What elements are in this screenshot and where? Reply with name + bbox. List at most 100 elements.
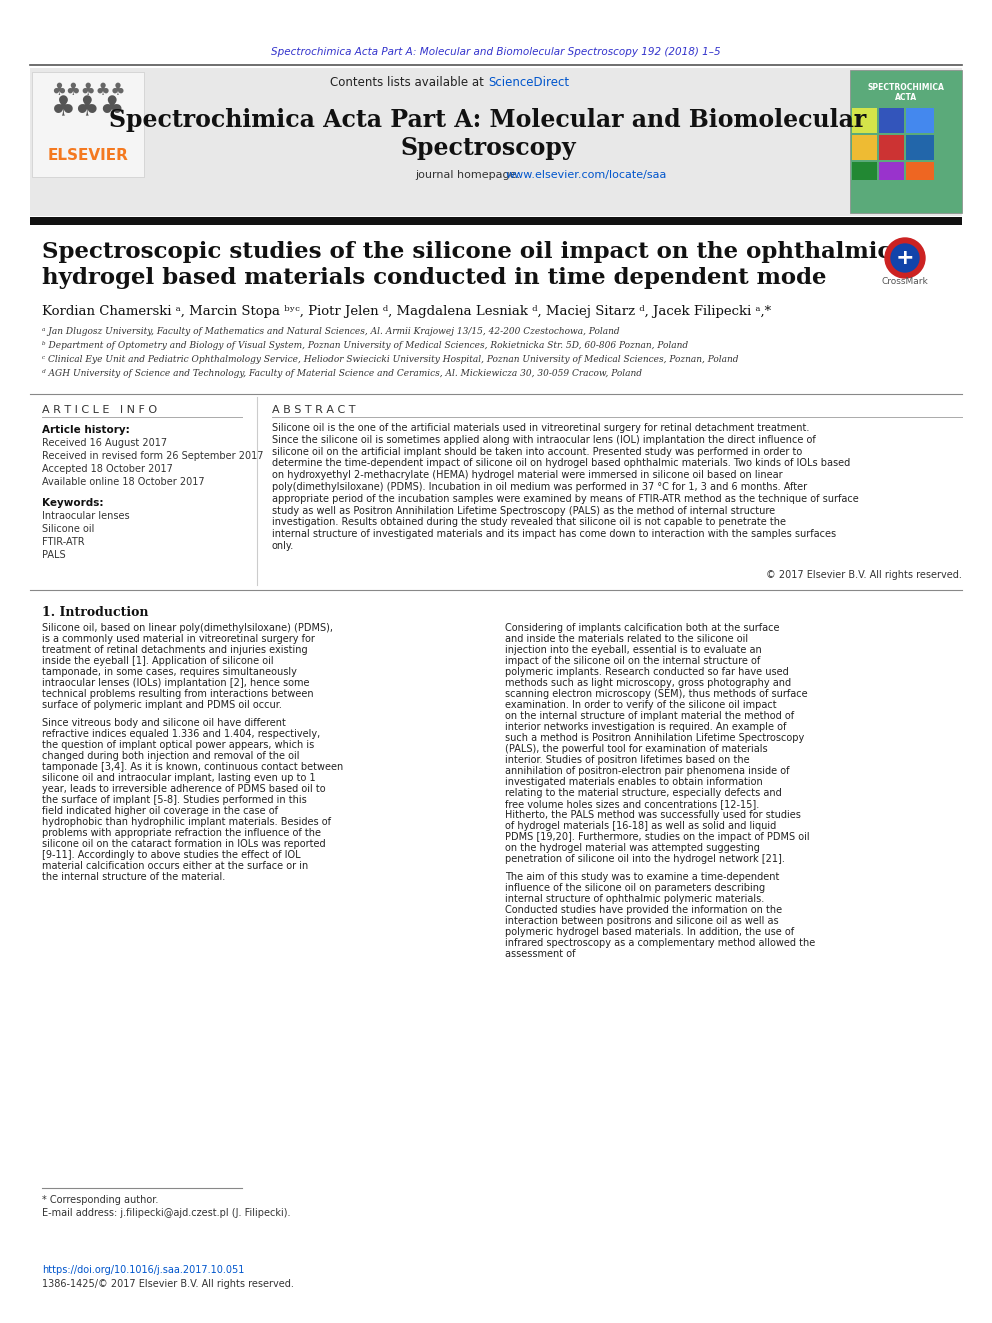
Text: Received in revised form 26 September 2017: Received in revised form 26 September 20… (42, 451, 264, 460)
Text: ♣♣♣: ♣♣♣ (51, 94, 125, 122)
Text: * Corresponding author.: * Corresponding author. (42, 1195, 159, 1205)
Text: the internal structure of the material.: the internal structure of the material. (42, 872, 225, 881)
Text: polymeric implants. Research conducted so far have used: polymeric implants. Research conducted s… (505, 667, 789, 677)
Text: the surface of implant [5-8]. Studies performed in this: the surface of implant [5-8]. Studies pe… (42, 795, 307, 804)
Text: CrossMark: CrossMark (882, 278, 929, 287)
Text: Since vitreous body and silicone oil have different: Since vitreous body and silicone oil hav… (42, 717, 286, 728)
Text: silicone oil on the cataract formation in IOLs was reported: silicone oil on the cataract formation i… (42, 839, 325, 848)
Text: Available online 18 October 2017: Available online 18 October 2017 (42, 478, 204, 487)
Text: Spectroscopy: Spectroscopy (400, 136, 575, 160)
FancyBboxPatch shape (32, 71, 144, 177)
Text: technical problems resulting from interactions between: technical problems resulting from intera… (42, 689, 313, 699)
Text: ᵈ AGH University of Science and Technology, Faculty of Material Science and Cera: ᵈ AGH University of Science and Technolo… (42, 369, 642, 378)
Text: 1. Introduction: 1. Introduction (42, 606, 149, 618)
Text: SPECTROCHIMICA: SPECTROCHIMICA (868, 83, 944, 93)
Text: material calcification occurs either at the surface or in: material calcification occurs either at … (42, 860, 309, 871)
Text: silicone oil on the artificial implant should be taken into account. Presented s: silicone oil on the artificial implant s… (272, 447, 803, 456)
Text: hydrophobic than hydrophilic implant materials. Besides of: hydrophobic than hydrophilic implant mat… (42, 816, 331, 827)
Text: year, leads to irreversible adherence of PDMS based oil to: year, leads to irreversible adherence of… (42, 783, 325, 794)
Text: examination. In order to verify of the silicone oil impact: examination. In order to verify of the s… (505, 700, 777, 710)
Text: infrared spectroscopy as a complementary method allowed the: infrared spectroscopy as a complementary… (505, 938, 815, 947)
Text: [9-11]. Accordingly to above studies the effect of IOL: [9-11]. Accordingly to above studies the… (42, 849, 301, 860)
Text: changed during both injection and removal of the oil: changed during both injection and remova… (42, 750, 300, 761)
Text: polymeric hydrogel based materials. In addition, the use of: polymeric hydrogel based materials. In a… (505, 926, 795, 937)
Text: intraocular lenses (IOLs) implantation [2], hence some: intraocular lenses (IOLs) implantation [… (42, 677, 310, 688)
Text: Keywords:: Keywords: (42, 497, 103, 508)
Text: only.: only. (272, 541, 295, 550)
Text: 1386-1425/© 2017 Elsevier B.V. All rights reserved.: 1386-1425/© 2017 Elsevier B.V. All right… (42, 1279, 294, 1289)
Text: such a method is Positron Annihilation Lifetime Spectroscopy: such a method is Positron Annihilation L… (505, 733, 805, 744)
FancyBboxPatch shape (906, 135, 934, 160)
Text: The aim of this study was to examine a time-dependent: The aim of this study was to examine a t… (505, 872, 780, 881)
Text: Intraocular lenses: Intraocular lenses (42, 511, 130, 521)
FancyBboxPatch shape (879, 161, 904, 180)
FancyBboxPatch shape (850, 70, 962, 213)
Text: silicone oil and intraocular implant, lasting even up to 1: silicone oil and intraocular implant, la… (42, 773, 315, 783)
Text: ACTA: ACTA (895, 93, 917, 102)
Text: impact of the silicone oil on the internal structure of: impact of the silicone oil on the intern… (505, 656, 760, 665)
Text: https://doi.org/10.1016/j.saa.2017.10.051: https://doi.org/10.1016/j.saa.2017.10.05… (42, 1265, 244, 1275)
Text: relating to the material structure, especially defects and: relating to the material structure, espe… (505, 789, 782, 798)
Text: and inside the materials related to the silicone oil: and inside the materials related to the … (505, 634, 748, 644)
Text: Accepted 18 October 2017: Accepted 18 October 2017 (42, 464, 173, 474)
Text: Silicone oil: Silicone oil (42, 524, 94, 534)
Text: Received 16 August 2017: Received 16 August 2017 (42, 438, 167, 448)
Text: investigation. Results obtained during the study revealed that silicone oil is n: investigation. Results obtained during t… (272, 517, 786, 528)
Text: treatment of retinal detachments and injuries existing: treatment of retinal detachments and inj… (42, 646, 308, 655)
Text: Spectrochimica Acta Part A: Molecular and Biomolecular: Spectrochimica Acta Part A: Molecular an… (109, 108, 867, 132)
Text: Hitherto, the PALS method was successfully used for studies: Hitherto, the PALS method was successful… (505, 810, 801, 820)
FancyBboxPatch shape (879, 108, 904, 134)
Text: Spectrochimica Acta Part A: Molecular and Biomolecular Spectroscopy 192 (2018) 1: Spectrochimica Acta Part A: Molecular an… (271, 48, 721, 57)
Text: Silicone oil, based on linear poly(dimethylsiloxane) (PDMS),: Silicone oil, based on linear poly(dimet… (42, 623, 333, 632)
Text: internal structure of ophthalmic polymeric materials.: internal structure of ophthalmic polymer… (505, 893, 764, 904)
Text: ᵇ Department of Optometry and Biology of Visual System, Poznan University of Med: ᵇ Department of Optometry and Biology of… (42, 341, 688, 351)
Text: study as well as Positron Annihilation Lifetime Spectroscopy (PALS) as the metho: study as well as Positron Annihilation L… (272, 505, 775, 516)
Text: Since the silicone oil is sometimes applied along with intraocular lens (IOL) im: Since the silicone oil is sometimes appl… (272, 435, 815, 445)
FancyBboxPatch shape (852, 161, 877, 180)
FancyBboxPatch shape (30, 67, 962, 216)
Text: © 2017 Elsevier B.V. All rights reserved.: © 2017 Elsevier B.V. All rights reserved… (766, 570, 962, 579)
Text: Article history:: Article history: (42, 425, 130, 435)
Text: interior. Studies of positron lifetimes based on the: interior. Studies of positron lifetimes … (505, 755, 750, 765)
Text: problems with appropriate refraction the influence of the: problems with appropriate refraction the… (42, 828, 321, 837)
Text: is a commonly used material in vitreoretinal surgery for: is a commonly used material in vitreoret… (42, 634, 314, 644)
Text: assessment of: assessment of (505, 949, 575, 959)
FancyBboxPatch shape (879, 135, 904, 160)
Text: Silicone oil is the one of the artificial materials used in vitreoretinal surger: Silicone oil is the one of the artificia… (272, 423, 809, 433)
Text: ScienceDirect: ScienceDirect (488, 77, 569, 90)
FancyBboxPatch shape (906, 108, 934, 134)
Text: the question of implant optical power appears, which is: the question of implant optical power ap… (42, 740, 314, 750)
Text: Contents lists available at: Contents lists available at (330, 77, 488, 90)
Text: Considering of implants calcification both at the surface: Considering of implants calcification bo… (505, 623, 780, 632)
Text: penetration of silicone oil into the hydrogel network [21].: penetration of silicone oil into the hyd… (505, 855, 785, 864)
Text: of hydrogel materials [16-18] as well as solid and liquid: of hydrogel materials [16-18] as well as… (505, 822, 777, 831)
Text: ELSEVIER: ELSEVIER (48, 147, 128, 163)
Text: free volume holes sizes and concentrations [12-15].: free volume holes sizes and concentratio… (505, 799, 759, 808)
Text: (PALS), the powerful tool for examination of materials: (PALS), the powerful tool for examinatio… (505, 744, 768, 754)
Text: investigated materials enables to obtain information: investigated materials enables to obtain… (505, 777, 763, 787)
Text: ᶜ Clinical Eye Unit and Pediatric Ophthalmology Service, Heliodor Swiecicki Univ: ᶜ Clinical Eye Unit and Pediatric Ophtha… (42, 356, 738, 365)
FancyBboxPatch shape (30, 217, 962, 225)
Text: Conducted studies have provided the information on the: Conducted studies have provided the info… (505, 905, 782, 914)
Text: on the hydrogel material was attempted suggesting: on the hydrogel material was attempted s… (505, 843, 760, 853)
Text: Spectroscopic studies of the silicone oil impact on the ophthalmic: Spectroscopic studies of the silicone oi… (42, 241, 892, 263)
Text: annihilation of positron-electron pair phenomena inside of: annihilation of positron-electron pair p… (505, 766, 790, 777)
Text: hydrogel based materials conducted in time dependent mode: hydrogel based materials conducted in ti… (42, 267, 826, 288)
Text: internal structure of investigated materials and its impact has come down to int: internal structure of investigated mater… (272, 529, 836, 540)
Text: ♣♣♣♣♣: ♣♣♣♣♣ (51, 81, 125, 99)
Circle shape (885, 238, 925, 278)
Text: tamponade, in some cases, requires simultaneously: tamponade, in some cases, requires simul… (42, 667, 297, 677)
Text: FTIR-ATR: FTIR-ATR (42, 537, 84, 546)
Text: determine the time-dependent impact of silicone oil on hydrogel based ophthalmic: determine the time-dependent impact of s… (272, 458, 850, 468)
Text: interior networks investigation is required. An example of: interior networks investigation is requi… (505, 722, 787, 732)
Text: on hydroxyethyl 2-methacrylate (HEMA) hydrogel material were immersed in silicon: on hydroxyethyl 2-methacrylate (HEMA) hy… (272, 470, 783, 480)
Text: tamponade [3,4]. As it is known, continuous contact between: tamponade [3,4]. As it is known, continu… (42, 762, 343, 771)
FancyBboxPatch shape (852, 108, 877, 134)
Text: PDMS [19,20]. Furthermore, studies on the impact of PDMS oil: PDMS [19,20]. Furthermore, studies on th… (505, 832, 809, 841)
Text: interaction between positrons and silicone oil as well as: interaction between positrons and silico… (505, 916, 779, 926)
Text: ᵃ Jan Dlugosz University, Faculty of Mathematics and Natural Sciences, Al. Armii: ᵃ Jan Dlugosz University, Faculty of Mat… (42, 328, 620, 336)
Text: www.elsevier.com/locate/saa: www.elsevier.com/locate/saa (506, 169, 668, 180)
Text: influence of the silicone oil on parameters describing: influence of the silicone oil on paramet… (505, 882, 765, 893)
Text: A B S T R A C T: A B S T R A C T (272, 405, 355, 415)
Circle shape (891, 243, 919, 273)
